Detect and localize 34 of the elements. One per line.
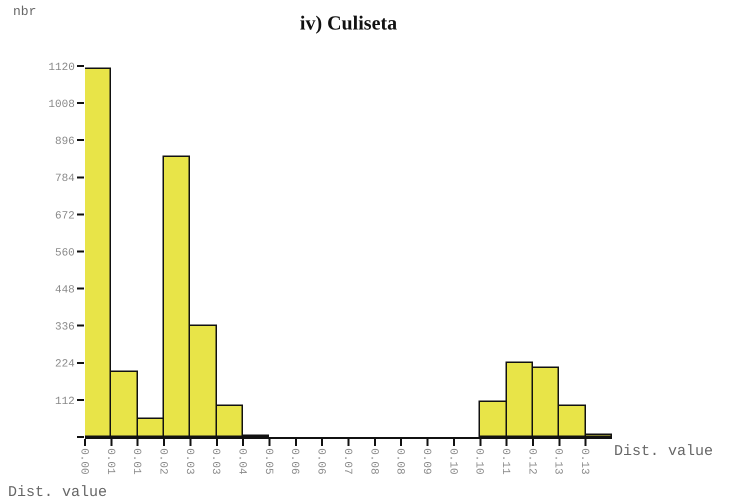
x-tick-label: 0.01 xyxy=(130,448,142,476)
x-tick-label: 0.00 xyxy=(77,448,90,475)
x-tick-label: 0.10 xyxy=(472,448,485,475)
x-tick-label: 0.08 xyxy=(394,448,406,475)
y-tick-label: 1008 xyxy=(48,98,75,111)
x-tick-label: 0.12 xyxy=(525,448,538,475)
x-tick-label: 0.05 xyxy=(262,448,274,475)
x-tick-label: 0.10 xyxy=(446,448,458,475)
x-tick-label: 0.13 xyxy=(578,448,590,475)
text: Dist. value xyxy=(8,484,108,501)
y-tick-label: 224 xyxy=(54,358,76,371)
x-tick-label: 0.08 xyxy=(367,448,380,475)
x-tick-label: 0.06 xyxy=(288,448,300,475)
x-tick-label: 0.07 xyxy=(340,448,353,475)
x-tick-label: 0.03 xyxy=(182,448,195,475)
y-tick-label: 448 xyxy=(54,284,75,296)
chart-title: iv) Culiseta xyxy=(300,12,398,35)
x-tick-label: 0.03 xyxy=(209,448,222,475)
y-tick-label: 784 xyxy=(54,173,76,186)
x-axis-title: Dist. value xyxy=(614,443,714,460)
y-tick-label: 896 xyxy=(54,136,75,148)
x-tick-label: 0.04 xyxy=(236,448,248,476)
x-tick-label: 0.11 xyxy=(499,448,512,476)
y-axis-title: nbr xyxy=(13,4,36,19)
x-tick-label: 0.01 xyxy=(104,448,116,476)
x-tick-label: 0.06 xyxy=(314,448,327,475)
x-tick-label: 0.13 xyxy=(552,448,564,475)
y-tick-label: 112 xyxy=(54,396,75,408)
x-tick-label: 0.09 xyxy=(420,448,432,475)
y-tick-label: 672 xyxy=(54,210,75,222)
y-tick-label: 336 xyxy=(54,322,75,334)
x-tick-label: 0.02 xyxy=(156,448,168,475)
y-tick-label: 560 xyxy=(54,247,75,260)
y-tick-label: 1120 xyxy=(48,62,75,74)
